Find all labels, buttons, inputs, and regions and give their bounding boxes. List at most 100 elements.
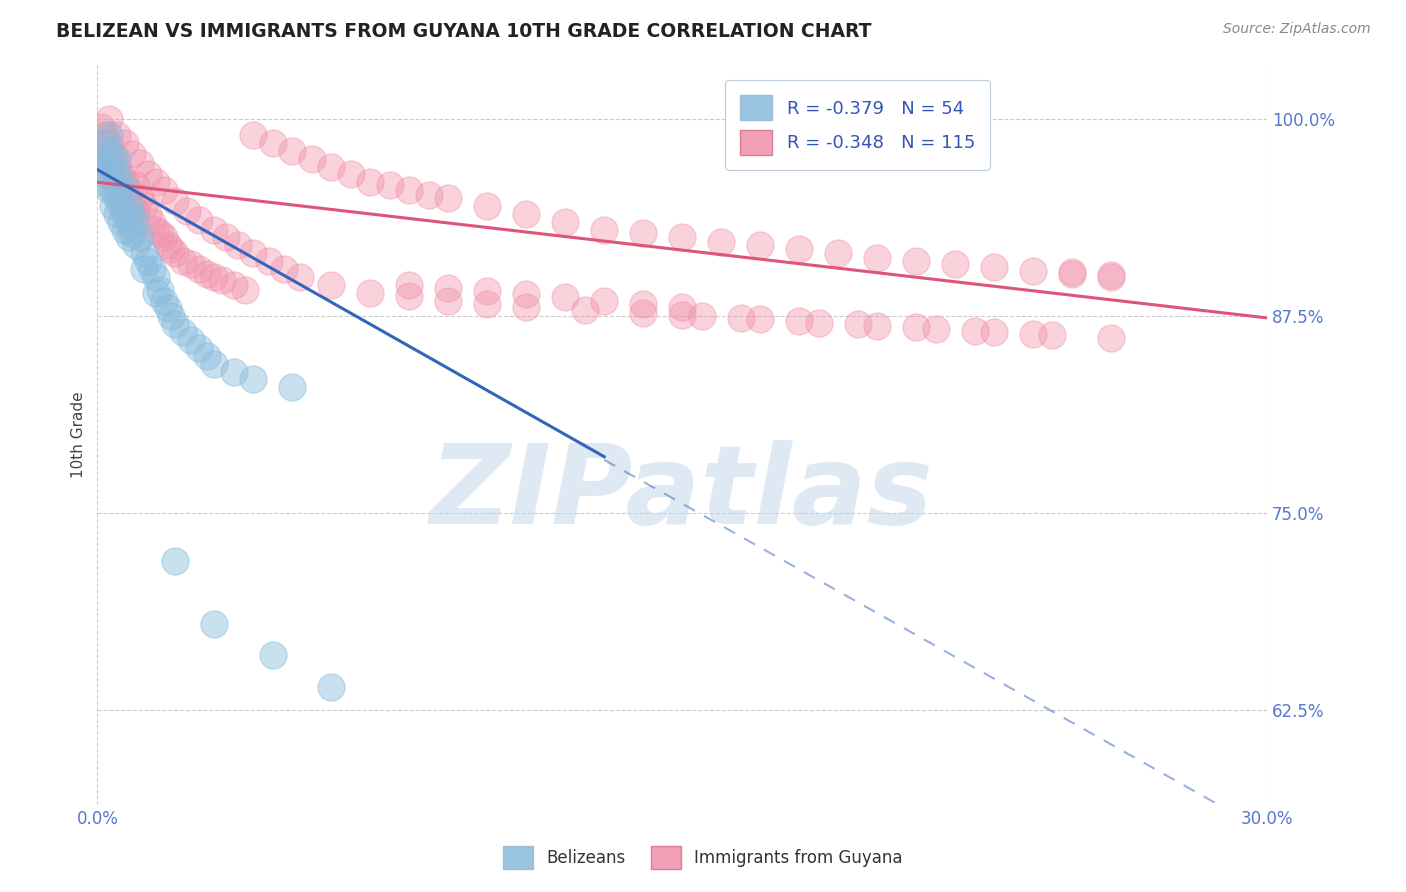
Point — [905, 254, 928, 268]
Point — [787, 242, 810, 256]
Point — [114, 207, 136, 221]
Point — [827, 246, 849, 260]
Point — [671, 230, 693, 244]
Point — [90, 120, 112, 135]
Point — [398, 289, 420, 303]
Point — [165, 317, 187, 331]
Point — [273, 262, 295, 277]
Point — [134, 262, 156, 277]
Point — [215, 230, 238, 244]
Point — [262, 136, 284, 150]
Point — [98, 128, 121, 142]
Point — [149, 226, 172, 240]
Point — [924, 322, 946, 336]
Point — [321, 277, 343, 292]
Point — [105, 128, 128, 142]
Point — [105, 207, 128, 221]
Point — [160, 242, 183, 256]
Point — [983, 325, 1005, 339]
Point — [631, 296, 654, 310]
Text: Source: ZipAtlas.com: Source: ZipAtlas.com — [1223, 22, 1371, 37]
Point — [1022, 263, 1045, 277]
Point — [943, 257, 966, 271]
Point — [211, 273, 233, 287]
Point — [1099, 331, 1122, 345]
Point — [477, 296, 499, 310]
Point — [94, 128, 117, 142]
Point — [593, 222, 616, 236]
Point — [235, 283, 257, 297]
Point — [222, 277, 245, 292]
Point — [242, 128, 264, 142]
Point — [593, 293, 616, 308]
Point — [172, 325, 194, 339]
Point — [321, 680, 343, 694]
Point — [787, 314, 810, 328]
Point — [671, 300, 693, 314]
Point — [187, 213, 209, 227]
Point — [98, 144, 121, 158]
Point — [690, 310, 713, 324]
Point — [141, 262, 163, 277]
Point — [1060, 265, 1083, 279]
Point — [114, 222, 136, 236]
Point — [94, 152, 117, 166]
Point — [105, 160, 128, 174]
Point — [172, 254, 194, 268]
Point — [117, 199, 139, 213]
Point — [98, 136, 121, 150]
Point — [136, 254, 159, 268]
Point — [963, 324, 986, 338]
Point — [121, 194, 143, 209]
Point — [515, 207, 537, 221]
Point — [242, 372, 264, 386]
Point — [165, 246, 187, 260]
Point — [1099, 269, 1122, 284]
Point — [98, 160, 121, 174]
Legend: Belizeans, Immigrants from Guyana: Belizeans, Immigrants from Guyana — [494, 836, 912, 880]
Point — [321, 160, 343, 174]
Point — [477, 199, 499, 213]
Point — [114, 136, 136, 150]
Point — [359, 175, 381, 189]
Point — [165, 194, 187, 209]
Point — [105, 191, 128, 205]
Point — [105, 183, 128, 197]
Point — [105, 152, 128, 166]
Point — [117, 230, 139, 244]
Point — [125, 238, 148, 252]
Point — [145, 175, 167, 189]
Point — [631, 306, 654, 320]
Point — [288, 269, 311, 284]
Point — [160, 310, 183, 324]
Y-axis label: 10th Grade: 10th Grade — [72, 392, 86, 478]
Point — [176, 203, 198, 218]
Point — [117, 215, 139, 229]
Point — [671, 308, 693, 322]
Point — [1099, 268, 1122, 283]
Point — [101, 183, 124, 197]
Point — [121, 226, 143, 240]
Point — [105, 168, 128, 182]
Point — [437, 293, 460, 308]
Point — [202, 269, 225, 284]
Point — [554, 290, 576, 304]
Point — [749, 312, 772, 326]
Point — [477, 284, 499, 298]
Point — [125, 215, 148, 229]
Text: ZIPatlas: ZIPatlas — [430, 441, 934, 548]
Point — [101, 152, 124, 166]
Point — [437, 281, 460, 295]
Point — [1060, 267, 1083, 281]
Point — [180, 333, 202, 347]
Point — [187, 262, 209, 277]
Point — [242, 246, 264, 260]
Point — [202, 357, 225, 371]
Point — [101, 168, 124, 182]
Point — [574, 303, 596, 318]
Point — [807, 316, 830, 330]
Point — [195, 349, 218, 363]
Point — [378, 178, 401, 193]
Point — [905, 320, 928, 334]
Point — [398, 183, 420, 197]
